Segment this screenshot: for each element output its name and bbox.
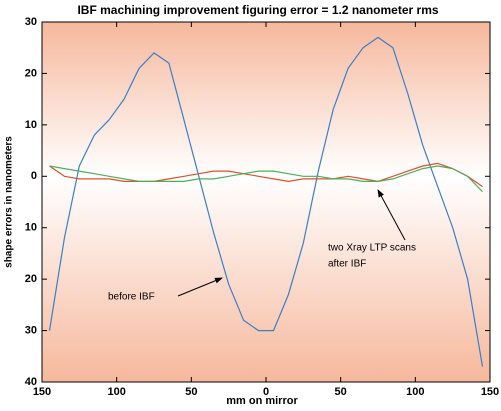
y-tick-label: 20 — [25, 273, 37, 285]
x-tick-label: 150 — [33, 386, 51, 398]
annotation-arrow — [377, 189, 406, 241]
x-axis-label: mm on mirror — [226, 395, 298, 407]
x-tick-label: 100 — [107, 386, 125, 398]
plot-background — [42, 22, 490, 382]
y-tick-label: 30 — [25, 324, 37, 336]
y-tick-label: 10 — [25, 119, 37, 131]
y-tick-label: 40 — [25, 376, 37, 388]
x-tick-label: 150 — [481, 386, 499, 398]
y-tick-label: 20 — [25, 67, 37, 79]
chart-title: IBF machining improvement figuring error… — [77, 3, 438, 17]
data-line — [49, 162, 483, 188]
y-axis-label: shape errors in nanometers — [4, 136, 15, 268]
y-tick-label: 10 — [25, 222, 37, 234]
plot-frame — [41, 21, 491, 383]
data-line — [48, 36, 484, 367]
y-tick-label: 30 — [25, 16, 37, 28]
data-line — [49, 165, 483, 193]
x-tick-label: 50 — [185, 386, 197, 398]
annotation: two Xray LTP scans — [328, 243, 416, 254]
annotation: before IBF — [108, 292, 155, 303]
x-tick-label: 50 — [335, 386, 347, 398]
y-tick-label: 0 — [31, 170, 37, 182]
annotation: after IBF — [328, 259, 366, 270]
x-tick-label: 0 — [263, 386, 269, 398]
x-tick-label: 100 — [406, 386, 424, 398]
annotation-arrow — [177, 277, 223, 297]
